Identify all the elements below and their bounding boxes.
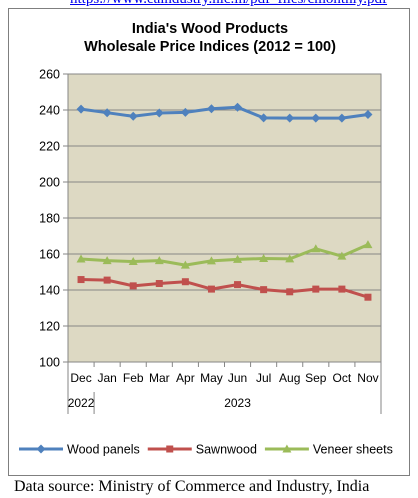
data-point-veneer-sheets <box>206 256 216 265</box>
legend-label-sawnwood: Sawnwood <box>196 443 257 457</box>
legend-marker-sawnwood <box>166 445 174 453</box>
legend-label-wood-panels: Wood panels <box>67 443 140 457</box>
data-point-wood-panels <box>337 113 347 123</box>
data-point-veneer-sheets <box>311 244 321 253</box>
chart-frame: India's Wood Products Wholesale Price Ind… <box>8 8 410 476</box>
x-tick-label: Jan <box>97 371 116 385</box>
x-tick-label: Mar <box>149 371 170 385</box>
data-point-veneer-sheets <box>363 240 373 249</box>
data-point-wood-panels <box>363 110 373 119</box>
data-point-veneer-sheets <box>154 256 164 265</box>
data-point-veneer-sheets <box>76 254 86 263</box>
data-point-veneer-sheets <box>102 256 112 265</box>
source-url-link-strip: https://www.eaindustry.nic.in/pdf_files/… <box>0 0 418 8</box>
x-tick-label: Jun <box>228 371 247 385</box>
series-line-sawnwood <box>81 278 369 299</box>
y-tick-label: 160 <box>39 248 60 262</box>
x-tick-label: Jul <box>256 371 271 385</box>
data-point-veneer-sheets <box>337 251 347 260</box>
legend-label-veneer-sheets: Veneer sheets <box>313 443 393 457</box>
data-point-wood-panels <box>285 113 295 123</box>
data-point-veneer-sheets <box>285 254 295 263</box>
data-point-wood-panels <box>154 108 164 118</box>
chart-title-line: India's Wood Products <box>132 21 288 37</box>
x-tick-label: Dec <box>70 371 91 385</box>
y-tick-label: 100 <box>39 356 60 370</box>
data-point-sawnwood <box>364 293 372 301</box>
source-url-link[interactable]: https://www.eaindustry.nic.in/pdf_files/… <box>70 0 387 8</box>
data-point-sawnwood <box>312 285 320 293</box>
series-line-veneer-sheets <box>80 243 369 267</box>
x-tick-label: Aug <box>279 371 300 385</box>
y-tick-label: 260 <box>39 68 60 82</box>
y-tick-label: 180 <box>39 212 60 226</box>
data-point-veneer-sheets <box>180 260 190 269</box>
y-tick-label: 220 <box>39 140 60 154</box>
data-point-veneer-sheets <box>259 254 269 262</box>
x-tick-label: Feb <box>123 371 144 385</box>
x-tick-label: Apr <box>176 371 195 385</box>
data-point-wood-panels <box>128 111 138 121</box>
legend-marker-veneer-sheets <box>282 444 292 453</box>
data-point-sawnwood <box>129 282 137 290</box>
data-point-sawnwood <box>207 285 215 293</box>
data-point-sawnwood <box>155 280 163 288</box>
y-tick-label: 140 <box>39 284 60 298</box>
y-tick-label: 240 <box>39 104 60 118</box>
data-point-wood-panels <box>206 104 216 114</box>
year-label: 2023 <box>224 396 251 410</box>
data-point-veneer-sheets <box>233 254 243 263</box>
legend-marker-wood-panels <box>36 444 46 454</box>
data-point-sawnwood <box>181 278 189 286</box>
data-point-sawnwood <box>234 281 242 289</box>
x-tick-label: Sep <box>305 371 327 385</box>
data-point-wood-panels <box>259 113 269 123</box>
year-label: 2022 <box>68 396 95 410</box>
data-point-sawnwood <box>260 286 268 294</box>
data-point-wood-panels <box>311 113 321 123</box>
line-chart: India's Wood Products Wholesale Price Ind… <box>19 21 393 457</box>
data-point-sawnwood <box>103 276 111 284</box>
data-point-wood-panels <box>102 108 112 118</box>
y-tick-label: 200 <box>39 176 60 190</box>
data-point-wood-panels <box>233 102 243 112</box>
chart-title-line: Wholesale Price Indices (2012 = 100) <box>84 39 336 55</box>
data-point-sawnwood <box>286 288 294 296</box>
data-point-sawnwood <box>338 285 346 293</box>
data-source-note: Data source: Ministry of Commerce and In… <box>14 478 370 495</box>
x-tick-label: Oct <box>333 371 352 385</box>
data-point-sawnwood <box>77 276 85 284</box>
data-point-wood-panels <box>180 107 190 117</box>
y-tick-label: 120 <box>39 320 60 334</box>
data-point-wood-panels <box>76 104 86 114</box>
x-tick-label: Nov <box>357 371 378 385</box>
data-point-veneer-sheets <box>128 257 138 266</box>
x-tick-label: May <box>200 371 223 385</box>
